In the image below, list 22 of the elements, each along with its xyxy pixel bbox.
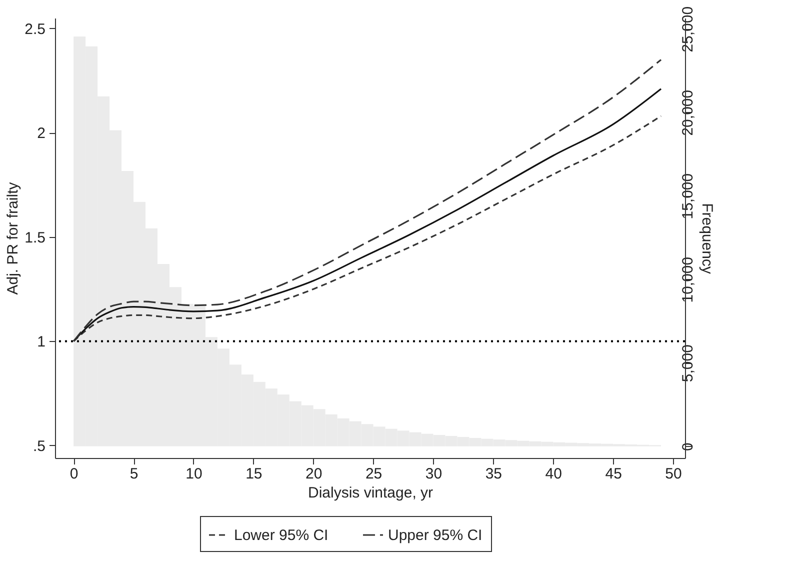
y2-tick-label: 25,000: [680, 6, 696, 52]
x-tick-label: 10: [186, 466, 202, 482]
x-tick-label: 25: [365, 466, 382, 482]
y-tick-label: .5: [32, 438, 46, 455]
x-axis-title: Dialysis vintage, yr: [308, 484, 434, 502]
y-tick-label: 2: [37, 125, 46, 142]
x-tick-label: 30: [425, 466, 442, 482]
x-tick-label: 20: [306, 466, 322, 482]
legend-label: Upper 95% CI: [388, 527, 482, 544]
y-tick-label: 1: [37, 334, 46, 351]
x-tick-label: 50: [665, 466, 682, 482]
x-tick-label: 5: [130, 466, 138, 482]
y-tick-label: 1.5: [24, 229, 46, 246]
x-tick-label: 35: [485, 466, 502, 482]
y-tick-label: 2.5: [24, 20, 46, 38]
legend-label: Lower 95% CI: [234, 527, 328, 544]
x-tick-label: 40: [545, 466, 562, 482]
y-axis-title: Adj. PR for frailty: [4, 182, 22, 295]
x-tick-label: 15: [246, 466, 262, 482]
y2-axis-title: Frequency: [698, 203, 716, 274]
x-tick-label: 0: [70, 466, 78, 482]
x-tick-label: 45: [605, 466, 622, 482]
